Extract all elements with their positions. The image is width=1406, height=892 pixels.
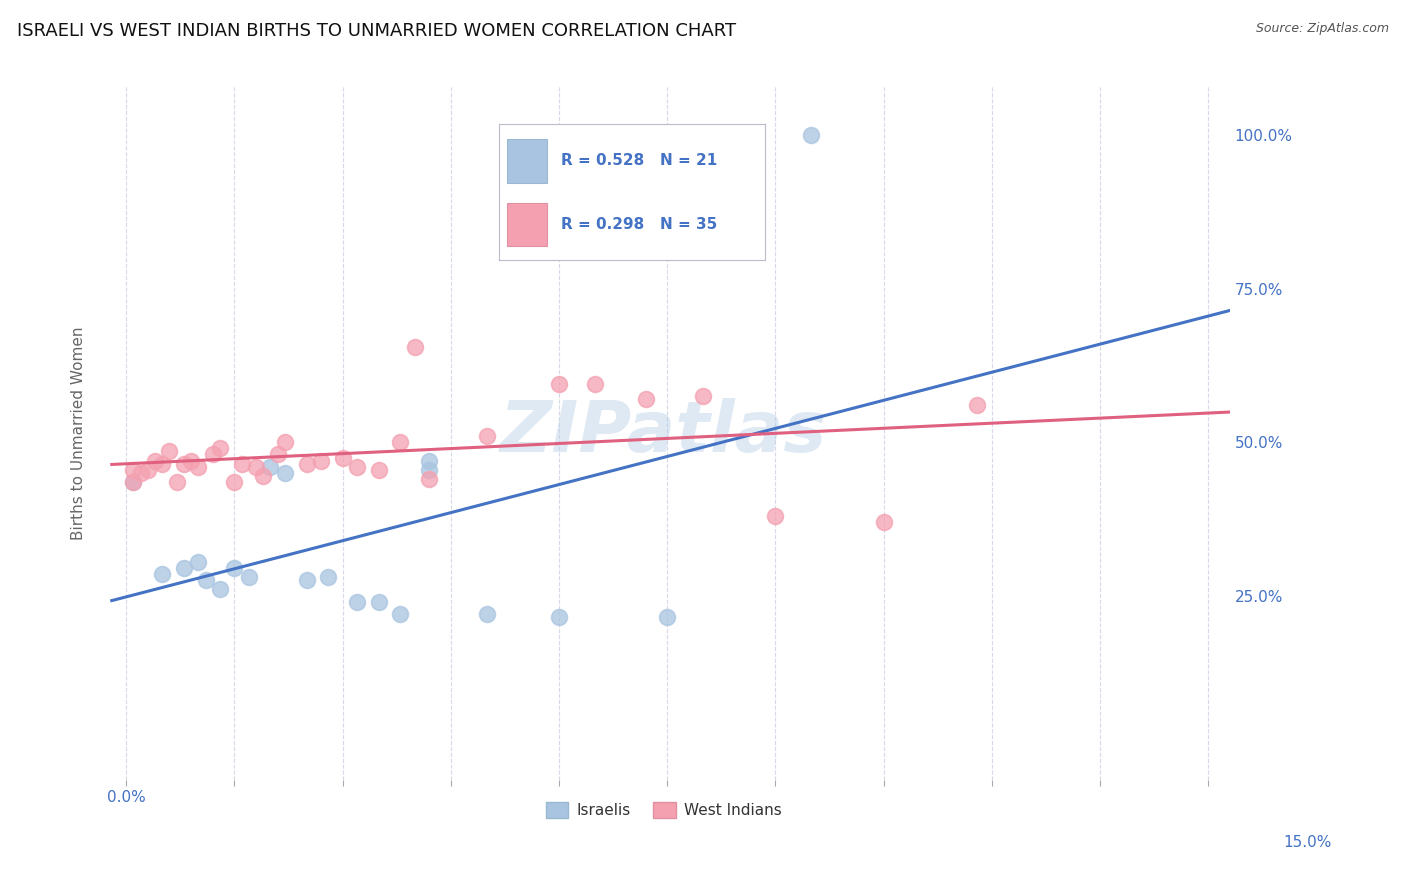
Point (634, 392, 657, 407)
Point (180, 453, 202, 467)
Point (187, 459, 209, 474)
Point (418, 472, 440, 486)
Point (150, 457, 173, 471)
Point (224, 561, 246, 575)
Point (418, 453, 440, 467)
Point (966, 398, 988, 412)
Point (316, 570, 339, 584)
Point (266, 447, 288, 461)
Point (159, 444, 181, 458)
Point (259, 459, 281, 474)
Point (173, 457, 195, 471)
Point (274, 435, 297, 450)
Point (367, 595, 389, 609)
Point (475, 607, 498, 621)
Point (150, 567, 173, 582)
Point (404, 340, 426, 354)
Point (295, 457, 318, 471)
Point (238, 570, 260, 584)
Point (201, 447, 224, 461)
Point (274, 466, 297, 480)
Point (309, 453, 332, 467)
Point (122, 475, 145, 489)
Point (548, 610, 571, 624)
Point (143, 453, 166, 467)
Point (122, 463, 145, 477)
Point (187, 555, 209, 569)
Text: ISRAELI VS WEST INDIAN BIRTHS TO UNMARRIED WOMEN CORRELATION CHART: ISRAELI VS WEST INDIAN BIRTHS TO UNMARRI… (17, 22, 735, 40)
Point (245, 459, 267, 474)
Y-axis label: Births to Unmarried Women: Births to Unmarried Women (72, 326, 86, 540)
Point (548, 376, 571, 391)
Text: ZIPatlas: ZIPatlas (501, 399, 827, 467)
Point (872, 515, 894, 529)
Point (346, 595, 368, 609)
Point (129, 466, 152, 480)
Point (655, 610, 678, 624)
Legend: Israelis, West Indians: Israelis, West Indians (540, 796, 787, 824)
Point (224, 475, 246, 489)
Text: 15.0%: 15.0% (1284, 836, 1331, 850)
Text: Source: ZipAtlas.com: Source: ZipAtlas.com (1256, 22, 1389, 36)
Point (208, 582, 231, 597)
Point (346, 459, 368, 474)
Point (166, 475, 188, 489)
Point (418, 463, 440, 477)
Point (136, 463, 159, 477)
Point (367, 463, 389, 477)
Point (208, 442, 231, 456)
Point (692, 389, 714, 403)
Point (475, 429, 498, 443)
Point (295, 573, 318, 587)
Point (231, 457, 253, 471)
Point (122, 475, 145, 489)
Point (800, 128, 823, 143)
Point (194, 573, 217, 587)
Point (389, 607, 412, 621)
Point (583, 376, 606, 391)
Point (332, 450, 354, 465)
Point (252, 469, 274, 483)
Point (173, 561, 195, 575)
Point (389, 435, 412, 450)
Point (763, 508, 786, 523)
